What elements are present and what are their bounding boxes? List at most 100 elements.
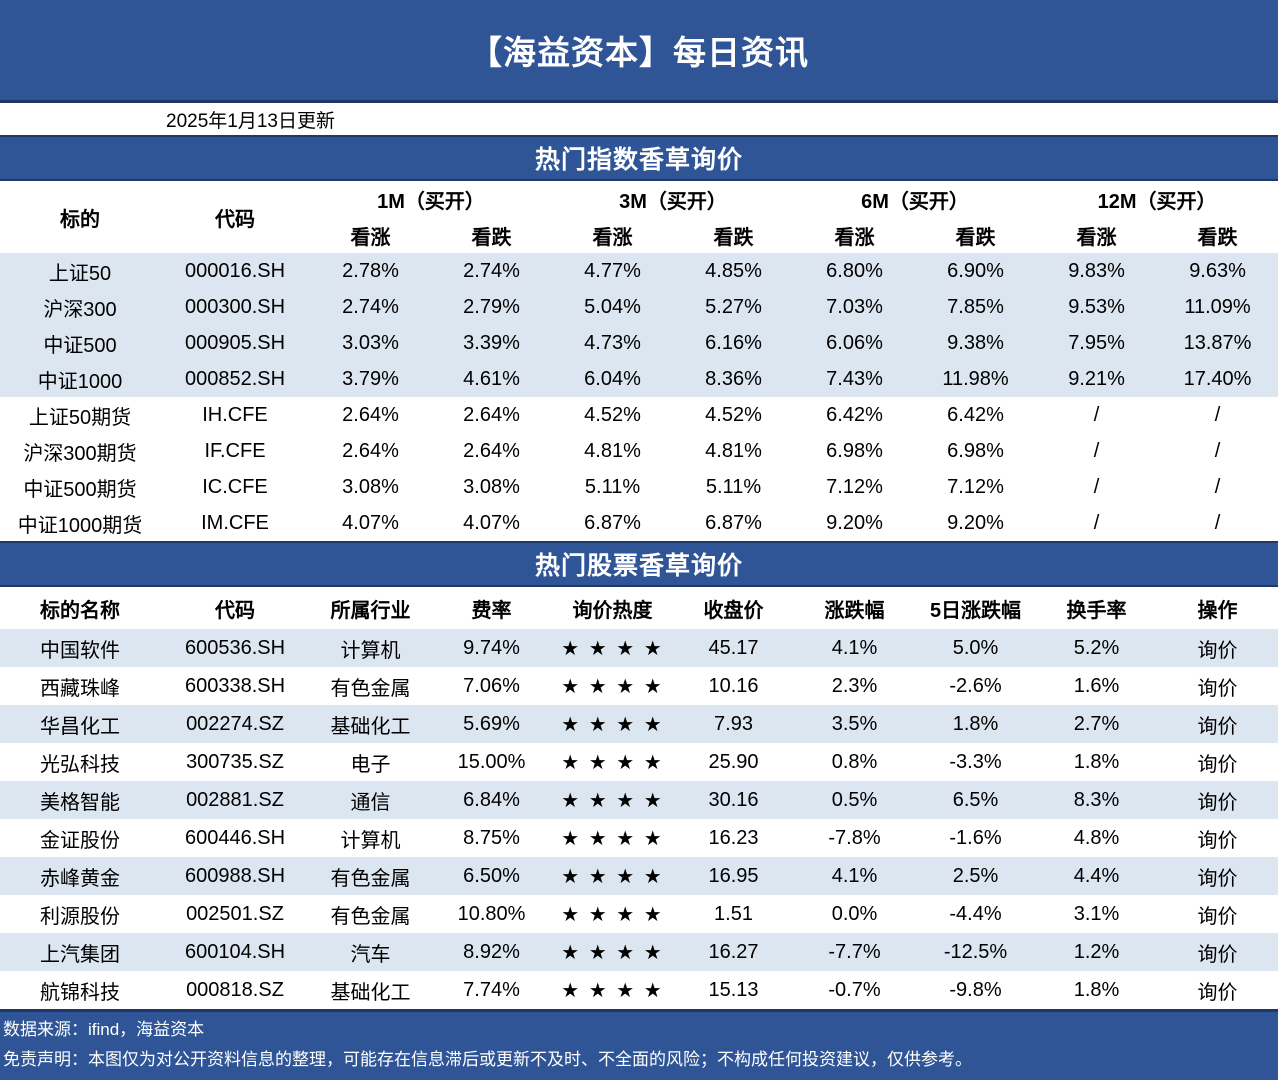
stock-fee-cell: 8.75% bbox=[463, 826, 520, 849]
index-quote-cell: 9.63% bbox=[1189, 259, 1246, 282]
stock-code-cell: 600104.SH bbox=[184, 940, 286, 963]
index-quote-cell: 4.73% bbox=[584, 331, 641, 354]
disclaimer-note: 免责声明：本图仅为对公开资料信息的整理，可能存在信息滞后或更新不及时、不全面的风… bbox=[3, 1049, 972, 1069]
data-source-note: 数据来源：ifind，海益资本 bbox=[3, 1020, 205, 1040]
index-quote-cell: / bbox=[1093, 403, 1100, 426]
index-quote-cell: 5.11% bbox=[584, 475, 641, 498]
stock-table-row: 航锦科技 000818.SZ 基础化工 7.74% ★ ★ ★ ★ 15.13 -0.7% -… bbox=[0, 971, 1278, 1009]
inquiry-button[interactable]: 询价 bbox=[1197, 867, 1238, 890]
index-code-cell: 000905.SH bbox=[184, 331, 286, 354]
stock-turnover-cell: 5.2% bbox=[1073, 636, 1120, 659]
col-header-tenor-3m: 3M（买开） bbox=[552, 181, 795, 217]
stock-turnover-cell: 1.8% bbox=[1073, 978, 1120, 1001]
stock-industry-cell: 基础化工 bbox=[330, 715, 411, 738]
index-name-cell: 沪深300 bbox=[43, 298, 117, 321]
stock-change-cell: 0.0% bbox=[831, 902, 878, 925]
index-name-cell: 中证1000期货 bbox=[17, 514, 143, 537]
stock-code-cell: 600988.SH bbox=[184, 864, 286, 887]
index-quote-cell: / bbox=[1093, 511, 1100, 534]
index-quote-cell: 4.07% bbox=[463, 511, 520, 534]
inquiry-button[interactable]: 询价 bbox=[1197, 715, 1238, 738]
stock-table-row: 西藏珠峰 600338.SH 有色金属 7.06% ★ ★ ★ ★ 10.16 2.3% -2… bbox=[0, 667, 1278, 705]
stock-code-cell: 600536.SH bbox=[184, 636, 286, 659]
stock-change-5d-cell: -2.6% bbox=[949, 674, 1002, 697]
index-quote-cell: 6.80% bbox=[826, 259, 883, 282]
index-quote-cell: 7.85% bbox=[947, 295, 1004, 318]
stock-fee-cell: 8.92% bbox=[463, 940, 520, 963]
index-quote-cell: 6.87% bbox=[705, 511, 762, 534]
stock-change-5d-cell: -1.6% bbox=[949, 826, 1002, 849]
index-table-header-row-2: 看涨 看跌 看涨 看跌 看涨 看跌 看涨 看跌 bbox=[0, 217, 1278, 253]
stock-industry-cell: 有色金属 bbox=[330, 867, 411, 890]
index-section-title: 热门指数香草询价 bbox=[534, 146, 743, 174]
stock-change-cell: 0.8% bbox=[831, 750, 878, 773]
inquiry-button[interactable]: 询价 bbox=[1197, 981, 1238, 1004]
index-name-cell: 中证1000 bbox=[37, 370, 123, 393]
inquiry-heat-stars: ★ ★ ★ ★ bbox=[561, 979, 664, 1002]
index-quote-cell: 9.38% bbox=[947, 331, 1004, 354]
page-title: 【海益资本】每日资讯 bbox=[469, 34, 809, 71]
stock-fee-cell: 6.84% bbox=[463, 788, 520, 811]
stock-turnover-cell: 8.3% bbox=[1073, 788, 1120, 811]
stock-change-cell: 0.5% bbox=[831, 788, 878, 811]
col-header-call: 看涨 bbox=[1036, 217, 1158, 253]
inquiry-button[interactable]: 询价 bbox=[1197, 943, 1238, 966]
stock-industry-cell: 计算机 bbox=[340, 829, 401, 852]
index-name-cell: 沪深300期货 bbox=[23, 442, 137, 465]
stock-code-cell: 600338.SH bbox=[184, 674, 286, 697]
col-header-call: 看涨 bbox=[794, 217, 916, 253]
stock-table-row: 中国软件 600536.SH 计算机 9.74% ★ ★ ★ ★ 45.17 4.1% 5.0… bbox=[0, 629, 1278, 667]
inquiry-button[interactable]: 询价 bbox=[1197, 677, 1238, 700]
index-name-cell: 上证50 bbox=[48, 262, 112, 285]
stock-name-cell: 金证股份 bbox=[40, 829, 120, 852]
index-quote-cell: 7.12% bbox=[947, 475, 1004, 498]
index-quote-cell: 6.16% bbox=[705, 331, 762, 354]
stock-close-cell: 10.16 bbox=[708, 674, 759, 697]
index-quote-cell: / bbox=[1093, 439, 1100, 462]
inquiry-heat-stars: ★ ★ ★ ★ bbox=[561, 789, 664, 812]
index-code-cell: 000852.SH bbox=[184, 367, 286, 390]
index-quote-cell: 17.40% bbox=[1183, 367, 1252, 390]
stock-close-cell: 25.90 bbox=[708, 750, 759, 773]
index-quote-cell: 2.64% bbox=[342, 439, 399, 462]
index-name-cell: 中证500期货 bbox=[23, 478, 137, 501]
index-quote-cell: 4.85% bbox=[705, 259, 762, 282]
index-quote-cell: / bbox=[1214, 403, 1221, 426]
stock-change-5d-cell: 6.5% bbox=[952, 788, 999, 811]
stock-name-cell: 中国软件 bbox=[40, 639, 120, 662]
stock-code-cell: 300735.SZ bbox=[186, 750, 284, 773]
stock-change-cell: 4.1% bbox=[831, 636, 878, 659]
stock-change-5d-cell: -12.5% bbox=[943, 940, 1008, 963]
inquiry-button[interactable]: 询价 bbox=[1197, 791, 1238, 814]
index-code-cell: IC.CFE bbox=[202, 475, 268, 498]
stock-change-cell: 2.3% bbox=[831, 674, 878, 697]
index-quote-cell: 9.21% bbox=[1068, 367, 1125, 390]
index-quote-cell: 5.11% bbox=[705, 475, 762, 498]
index-quote-cell: 6.87% bbox=[584, 511, 641, 534]
stock-table-header-row: 标的名称 代码 所属行业 费率 询价热度 收盘价 涨跌幅 5日涨跌幅 换手率 操… bbox=[0, 587, 1278, 629]
inquiry-button[interactable]: 询价 bbox=[1197, 753, 1238, 776]
col-header-fee-rate: 费率 bbox=[431, 587, 552, 629]
update-date: 2025年1月13日更新 bbox=[166, 110, 335, 132]
stock-close-cell: 15.13 bbox=[708, 978, 759, 1001]
index-quote-cell: 6.04% bbox=[584, 367, 641, 390]
index-quote-cell: / bbox=[1214, 475, 1221, 498]
stock-quote-table: 标的名称 代码 所属行业 费率 询价热度 收盘价 涨跌幅 5日涨跌幅 换手率 操… bbox=[0, 587, 1278, 1009]
index-quote-cell: 4.77% bbox=[584, 259, 641, 282]
index-quote-cell: 6.98% bbox=[947, 439, 1004, 462]
inquiry-button[interactable]: 询价 bbox=[1197, 905, 1238, 928]
index-quote-cell: 3.03% bbox=[342, 331, 399, 354]
col-header-target: 标的 bbox=[0, 181, 160, 253]
index-quote-cell: 3.79% bbox=[342, 367, 399, 390]
inquiry-button[interactable]: 询价 bbox=[1197, 639, 1238, 662]
col-header-put: 看跌 bbox=[431, 217, 553, 253]
index-table-row: 沪深300 000300.SH 2.74% 2.79% 5.04% 5.27% 7.03% 7… bbox=[0, 289, 1278, 325]
col-header-stock-code: 代码 bbox=[160, 587, 310, 629]
inquiry-heat-stars: ★ ★ ★ ★ bbox=[561, 865, 664, 888]
inquiry-button[interactable]: 询价 bbox=[1197, 829, 1238, 852]
stock-code-cell: 000818.SZ bbox=[186, 978, 284, 1001]
stock-turnover-cell: 1.2% bbox=[1073, 940, 1120, 963]
index-quote-cell: 13.87% bbox=[1183, 331, 1252, 354]
index-quote-cell: 7.43% bbox=[826, 367, 883, 390]
